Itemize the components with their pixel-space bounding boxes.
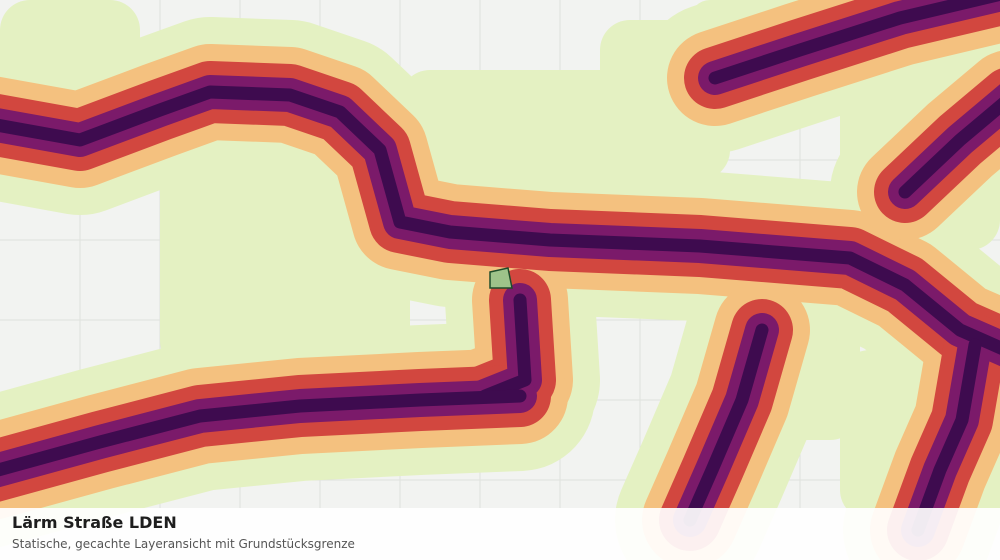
parcel-boundary — [489, 267, 513, 289]
caption-subtitle: Statische, gecachte Layeransicht mit Gru… — [12, 537, 355, 551]
caption-bar — [0, 508, 1000, 560]
caption-title: Lärm Straße LDEN — [12, 513, 177, 532]
